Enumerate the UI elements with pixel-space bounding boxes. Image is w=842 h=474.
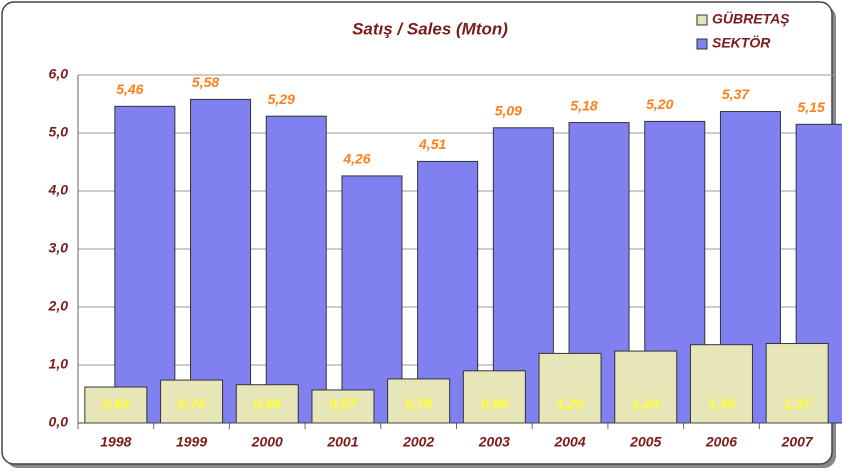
data-label: 1,20 [556, 396, 583, 412]
bar [114, 105, 176, 424]
data-label: 4,51 [418, 136, 446, 152]
bar [311, 389, 375, 424]
bar [387, 378, 451, 424]
data-label: 5,37 [722, 86, 750, 102]
x-tick-label: 1999 [176, 434, 207, 450]
legend-label: SEKTÖR [712, 35, 771, 51]
data-label: 0,74 [178, 396, 205, 412]
y-tick-label: 0,0 [49, 414, 69, 430]
legend-label: GÜBRETAŞ [712, 11, 790, 27]
data-label: 0,90 [481, 396, 508, 412]
x-tick-label: 2006 [705, 434, 737, 450]
bar [614, 350, 678, 424]
data-label: 0,76 [405, 396, 432, 412]
data-label: 0,66 [254, 396, 281, 412]
data-label: 0,62 [102, 396, 129, 412]
chart-title: Satış / Sales (Mton) [352, 19, 508, 38]
x-tick-label: 2007 [781, 434, 814, 450]
x-tick-label: 2005 [629, 434, 661, 450]
bar [689, 344, 753, 424]
y-tick-label: 2,0 [48, 298, 69, 314]
bar [265, 115, 327, 424]
y-tick-label: 4,0 [48, 182, 69, 198]
bar [235, 384, 299, 424]
y-tick-label: 3,0 [49, 240, 69, 256]
bar [160, 379, 224, 424]
data-label: 4,26 [342, 151, 370, 167]
x-tick-label: 2000 [251, 434, 283, 450]
data-label: 5,46 [116, 81, 143, 97]
x-tick-label: 1998 [100, 434, 131, 450]
y-tick-label: 6,0 [49, 66, 69, 82]
data-label: 1,35 [708, 396, 735, 412]
data-label: 1,37 [784, 396, 812, 412]
data-label: 5,29 [268, 91, 295, 107]
y-tick-label: 1,0 [49, 356, 69, 372]
x-tick-label: 2003 [478, 434, 510, 450]
data-label: 5,58 [192, 74, 219, 90]
bar [765, 343, 829, 424]
y-tick-label: 5,0 [49, 124, 69, 140]
legend-swatch [696, 14, 708, 26]
bar [538, 352, 602, 424]
x-tick-label: 2001 [326, 434, 358, 450]
x-tick-label: 2004 [553, 434, 585, 450]
bar [462, 370, 526, 424]
data-label: 5,18 [570, 97, 597, 113]
data-label: 5,20 [646, 96, 673, 112]
data-label: 1,24 [632, 396, 659, 412]
bar [84, 386, 148, 424]
bar [190, 98, 252, 424]
data-label: 0,57 [329, 396, 357, 412]
legend-swatch [696, 38, 708, 50]
data-label: 5,15 [798, 99, 825, 115]
data-label: 5,09 [495, 102, 522, 118]
x-tick-label: 2002 [402, 434, 434, 450]
